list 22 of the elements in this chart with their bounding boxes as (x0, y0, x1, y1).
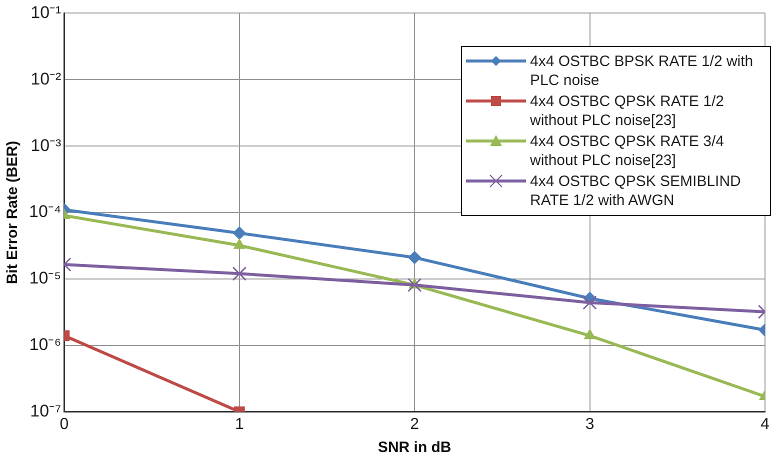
legend-label: 4x4 OSTBC QPSK SEMIBLIND RATE 1/2 with AWGN (530, 172, 742, 210)
point (407, 278, 422, 292)
y-tick-label: 10⁻⁷ (30, 401, 62, 420)
x-tick-label: 4 (760, 416, 770, 433)
y-tick-label: 10⁻⁶ (29, 335, 62, 354)
x-tick-label: 3 (585, 416, 594, 433)
y-tick-label: 10⁻¹ (30, 2, 62, 22)
x-tick-label: 2 (410, 416, 420, 433)
legend-label: 4x4 OSTBC QPSK RATE 3/4 without PLC noise[23] (530, 132, 725, 170)
legend-label: 4x4 OSTBC BPSK RATE 1/2 with PLC noise (530, 52, 754, 90)
point (582, 296, 597, 310)
point (408, 251, 422, 264)
x-tick-label: 1 (234, 416, 244, 433)
y-tick-label: 10⁻⁴ (28, 202, 62, 222)
y-axis-title: Bit Error Rate (BER) (4, 140, 22, 284)
y-tick-label: 10⁻³ (30, 136, 62, 155)
x-tick-label: 0 (60, 416, 69, 433)
legend-label: 4x4 OSTBC QPSK RATE 1/2 without PLC noise[23] (530, 92, 725, 130)
y-tick-label: 10⁻² (30, 69, 62, 88)
point (584, 329, 596, 340)
x-axis-title: SNR in dB (378, 439, 452, 456)
y-tick-label: 10⁻⁵ (29, 268, 62, 288)
